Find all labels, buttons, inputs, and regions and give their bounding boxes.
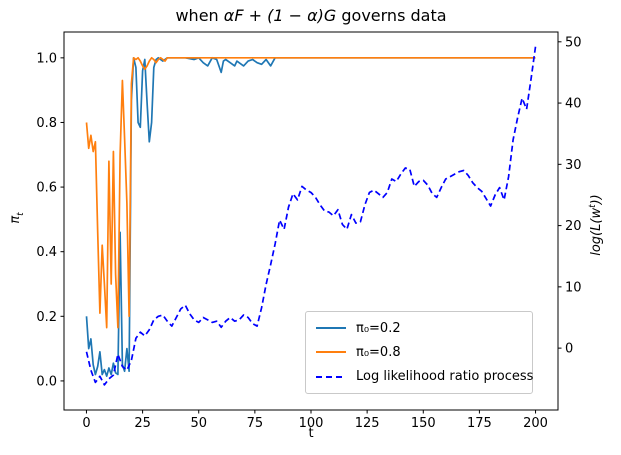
right-y-axis-label: log(L(wt)) bbox=[588, 194, 604, 256]
left-tick-label: 0.6 bbox=[36, 181, 57, 196]
right-y-axis-label-post: )) bbox=[589, 194, 605, 205]
left-tick-label: 0.8 bbox=[36, 116, 57, 131]
x-tick-label: 75 bbox=[247, 416, 264, 431]
series-line-1 bbox=[85, 56, 536, 329]
left-tick-label: 1.0 bbox=[36, 51, 57, 66]
x-axis-label: t bbox=[308, 426, 314, 441]
right-y-axis-label-sup: t bbox=[587, 204, 598, 208]
right-tick-label: 30 bbox=[565, 158, 582, 173]
x-tick-label: 150 bbox=[411, 416, 436, 431]
left-tick-label: 0.0 bbox=[36, 374, 57, 389]
right-tick-label: 10 bbox=[565, 280, 582, 295]
x-tick-label: 125 bbox=[355, 416, 380, 431]
right-tick-label: 40 bbox=[565, 97, 582, 112]
legend-line-sample-pi0-02 bbox=[316, 327, 346, 330]
legend-entry: π₀=0.2 bbox=[316, 321, 522, 336]
x-tick-label: 0 bbox=[82, 416, 90, 431]
legend-entry: π₀=0.8 bbox=[316, 345, 522, 360]
legend-entry: Log likelihood ratio process bbox=[316, 369, 533, 384]
x-tick-label: 200 bbox=[523, 416, 548, 431]
x-tick-label: 100 bbox=[299, 416, 324, 431]
series-line-0 bbox=[85, 56, 536, 377]
right-y-axis-label-pre: log(L(w bbox=[589, 207, 605, 256]
legend-label: Log likelihood ratio process bbox=[356, 369, 534, 385]
x-tick-label: 175 bbox=[467, 416, 492, 431]
left-y-axis-label-base: π bbox=[8, 215, 24, 224]
left-y-axis-label-sub: t bbox=[15, 212, 26, 216]
right-tick-label: 20 bbox=[565, 219, 582, 234]
legend-label: π₀=0.2 bbox=[356, 320, 401, 336]
x-tick-label: 25 bbox=[134, 416, 151, 431]
chart-title-pre: when bbox=[175, 6, 224, 25]
left-tick-label: 0.2 bbox=[36, 310, 57, 325]
chart-title-math: αF + (1 − α)G bbox=[223, 6, 337, 25]
left-y-axis-label: πt bbox=[8, 212, 26, 223]
left-tick-label: 0.4 bbox=[36, 245, 57, 260]
legend-label: π₀=0.8 bbox=[356, 344, 401, 360]
chart-title: when αF + (1 − α)G governs data bbox=[64, 6, 558, 25]
series-line-2 bbox=[85, 46, 537, 386]
legend-line-sample-loglik bbox=[316, 375, 346, 378]
legend-line-sample-pi0-08 bbox=[316, 351, 346, 354]
chart-title-post: governs data bbox=[336, 6, 447, 25]
right-tick-label: 50 bbox=[565, 35, 582, 50]
x-tick-label: 50 bbox=[190, 416, 207, 431]
legend: π₀=0.2 π₀=0.8 Log likelihood ratio proce… bbox=[305, 311, 533, 394]
right-tick-label: 0 bbox=[565, 342, 573, 357]
